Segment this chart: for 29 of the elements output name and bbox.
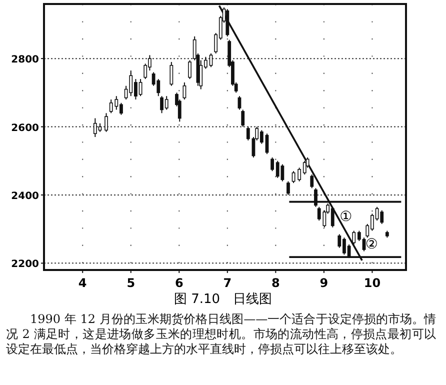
x-tick-label: 9 — [320, 276, 328, 290]
x-tick-label: 8 — [272, 276, 280, 290]
x-tick-label: 7 — [223, 276, 232, 290]
y-tick-label: 2400 — [11, 190, 40, 202]
y-tick-label: 2200 — [11, 259, 40, 270]
annotation: ② — [365, 236, 378, 253]
x-tick-label: 5 — [126, 276, 136, 290]
candlestick — [188, 60, 192, 80]
candlestick — [209, 52, 213, 68]
candlestick — [352, 230, 356, 245]
candlestick — [270, 156, 274, 172]
text: 1990 年 12 月份的玉米期货价格日线图——一个适合于设定停损的市场。情况 2 满足时，这是进场做多玉米的理想时机。市场的流动性高，停损点最初可以设定在最低点，当价格穿越上方的水平直线时，停损点可以往上移至该处。 — [6, 312, 436, 357]
candlestick — [241, 109, 245, 128]
candlestick — [298, 167, 302, 182]
candlestick — [310, 174, 314, 189]
candlestick — [226, 8, 230, 37]
candlestick — [238, 96, 242, 110]
x-tick-label: 10 — [364, 276, 381, 290]
candlestick — [286, 180, 290, 196]
x-tick-label: 6 — [174, 276, 184, 290]
y-tick-label: 2600 — [11, 122, 40, 134]
annotation: ① — [340, 208, 352, 225]
candlestick — [104, 112, 108, 132]
candlestick — [302, 160, 306, 176]
y-tick-label: 2800 — [11, 54, 40, 66]
x-tick-label: 4 — [78, 276, 87, 290]
candlestick — [170, 61, 174, 86]
candlestick — [246, 126, 250, 141]
text: 图 7.10 日线图 — [174, 292, 272, 307]
